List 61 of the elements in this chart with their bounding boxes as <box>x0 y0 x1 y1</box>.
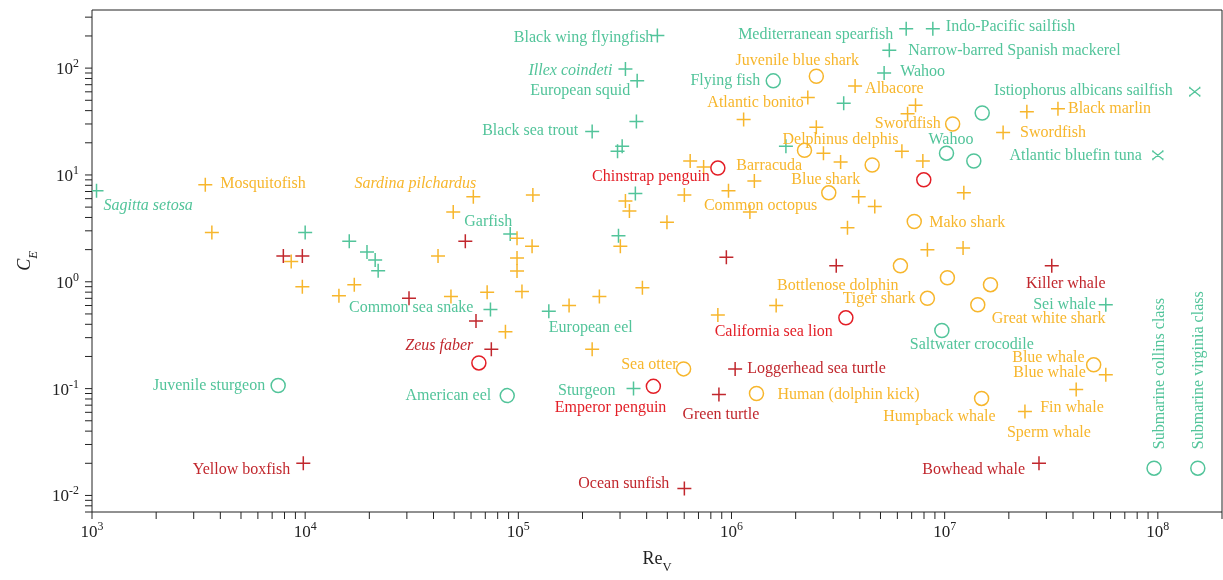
annotation: European squid <box>530 81 631 100</box>
annotation: Juvenile blue shark <box>735 50 860 68</box>
annotation: Human (dolphin kick) <box>777 385 920 404</box>
annotation: Submarine virginia class <box>1189 291 1208 450</box>
annotation: Bowhead whale <box>922 459 1025 477</box>
annotation: Mako shark <box>929 212 1006 230</box>
annotation: Wahoo <box>900 61 946 79</box>
annotation: Fin whale <box>1040 398 1104 416</box>
annotation: Indo-Pacific sailfish <box>945 17 1076 35</box>
annotation: Black marlin <box>1067 99 1152 117</box>
annotation: Istiophorus albicans sailfish <box>994 81 1173 100</box>
x-tick-label: 10$^{5}$ <box>506 519 530 541</box>
y-tick-label: 10$^{-1}$ <box>52 376 80 399</box>
annotation: Submarine collins class <box>1149 298 1167 450</box>
annotation: Common octopus <box>703 195 818 214</box>
annotation: European eel <box>548 317 634 336</box>
annotation: Black wing flyingfish <box>513 28 654 46</box>
annotation: Albacore <box>865 78 924 96</box>
annotation: Sardina pilchardus <box>354 174 477 193</box>
annotation: Ocean sunfish <box>578 474 670 492</box>
annotation: Zeus faber <box>405 335 475 354</box>
annotation: Blue shark <box>791 170 861 188</box>
annotation: Swordfish <box>1020 122 1086 140</box>
annotation: Black sea trout <box>482 121 579 139</box>
y-tick-label: 10$^{2}$ <box>56 56 80 79</box>
annotation: Sagitta setosa <box>103 196 193 215</box>
annotation: Flying fish <box>690 71 761 90</box>
x-tick-label: 10$^{8}$ <box>1146 519 1170 541</box>
annotation: Mosquitofish <box>220 174 306 193</box>
annotation: Loggerhead sea turtle <box>747 359 886 378</box>
annotation: Blue whale <box>1013 363 1086 381</box>
annotation: Garfish <box>464 211 513 229</box>
annotation: Yellow boxfish <box>192 459 291 477</box>
annotation: Wahoo <box>928 129 974 147</box>
annotation: Great white shark <box>991 309 1106 327</box>
annotation: Sea otter <box>621 355 679 373</box>
x-tick-label: 10$^{7}$ <box>933 519 957 541</box>
x-axis-title: Re$_{V}$ <box>642 548 672 574</box>
annotation: Sperm whale <box>1006 423 1091 442</box>
annotation: Delphinus delphis <box>782 129 899 148</box>
annotation: Atlantic bluefin tuna <box>1009 145 1142 163</box>
annotation: California sea lion <box>714 322 833 340</box>
annotation: Atlantic bonito <box>707 93 804 111</box>
annotation: Illex coindeti <box>527 60 613 78</box>
annotation: Mediterranean spearfish <box>738 25 894 44</box>
annotation: Sturgeon <box>558 381 616 400</box>
annotation: Green turtle <box>682 405 760 423</box>
annotation: Chinstrap penguin <box>592 166 710 185</box>
x-tick-label: 10$^{4}$ <box>293 519 317 541</box>
annotation: Humpback whale <box>883 406 996 425</box>
annotation: Killer whale <box>1026 274 1106 292</box>
y-tick-label: 10$^{-2}$ <box>52 483 80 506</box>
annotation: Swordfish <box>874 114 941 132</box>
y-tick-label: 10$^{1}$ <box>56 162 80 185</box>
annotation: Juvenile sturgeon <box>153 375 266 394</box>
y-tick-label: 10$^{0}$ <box>56 269 80 292</box>
x-tick-label: 10$^{3}$ <box>80 519 104 541</box>
annotation: American eel <box>405 386 492 404</box>
x-tick-label: 10$^{6}$ <box>720 519 744 541</box>
annotation: Narrow-barred Spanish mackerel <box>908 40 1122 59</box>
annotation: Common sea snake <box>349 298 474 316</box>
